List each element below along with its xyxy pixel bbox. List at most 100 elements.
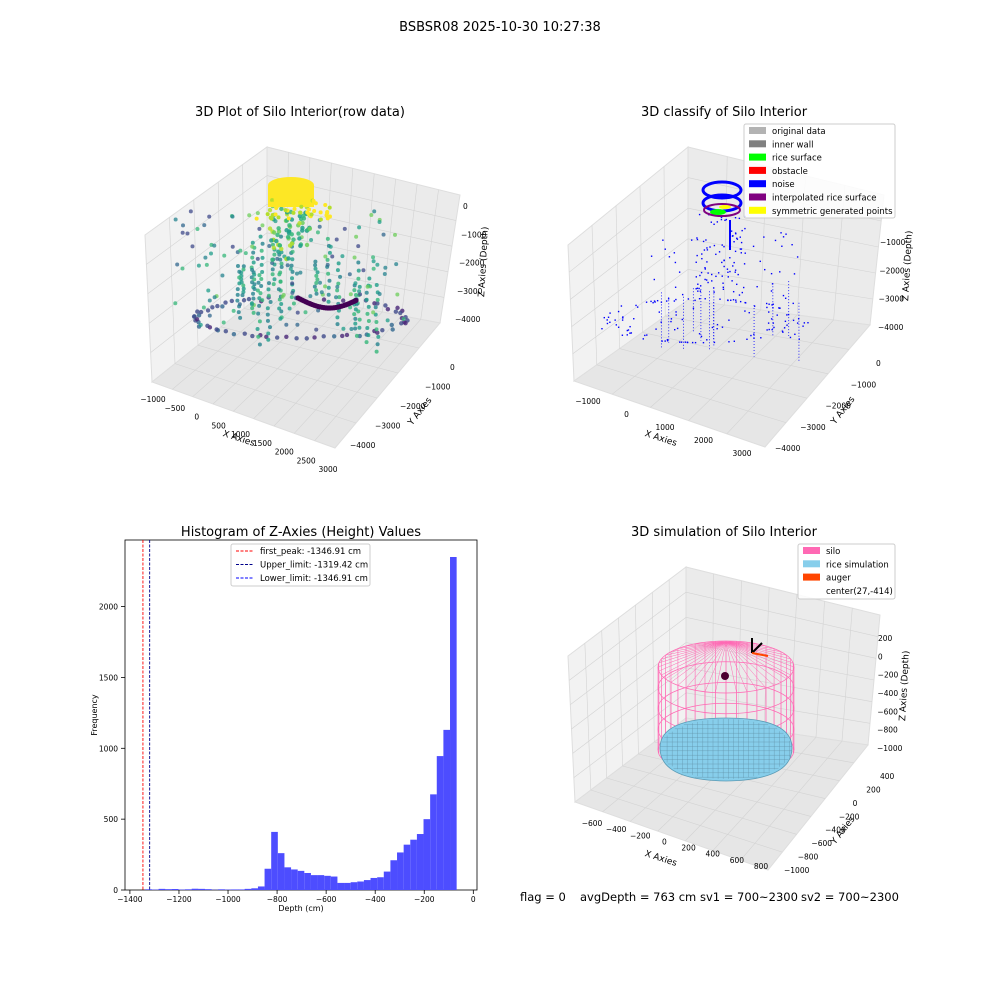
noise-point — [759, 260, 761, 263]
data-point — [251, 260, 256, 265]
tick-label: −3000 — [457, 287, 483, 296]
data-point — [353, 292, 358, 297]
data-point — [340, 254, 345, 259]
grid-line — [197, 344, 378, 399]
data-point — [313, 263, 318, 268]
data-point — [314, 273, 319, 278]
noise-point — [733, 241, 735, 243]
grid-line — [685, 692, 871, 724]
histogram-bar — [297, 870, 305, 890]
data-point — [257, 296, 262, 301]
data-point — [357, 284, 362, 289]
data-point — [288, 266, 293, 271]
noise-point — [738, 217, 741, 220]
tick-label: −2000 — [879, 266, 905, 275]
data-point — [324, 213, 329, 218]
data-point — [285, 263, 290, 268]
tick-label: −800 — [877, 726, 898, 735]
data-point — [356, 268, 361, 273]
tick-label: −1000 — [575, 397, 601, 406]
histogram-bar — [390, 860, 398, 890]
silo-roof-line — [658, 641, 727, 672]
data-point — [298, 243, 303, 249]
noise-point — [707, 272, 709, 274]
data-point — [327, 278, 332, 283]
data-point — [196, 263, 201, 268]
grid-line — [266, 203, 453, 247]
grid-line — [150, 261, 268, 353]
histogram-ylabel: Frequency — [90, 694, 99, 736]
noise-point — [786, 314, 788, 316]
histogram-y-ticks: 0 500 1000 1500 2000 — [99, 603, 125, 895]
noise-point — [609, 321, 611, 323]
data-point — [383, 265, 388, 270]
data-point — [256, 311, 261, 316]
noise-point — [635, 304, 637, 307]
data-point — [290, 276, 295, 281]
legend-swatch — [803, 547, 820, 554]
noise-point — [696, 238, 699, 241]
data-point — [289, 232, 294, 237]
data-point — [335, 322, 340, 327]
silo-roof-line — [685, 641, 727, 689]
data-point — [274, 238, 279, 244]
data-point — [255, 211, 260, 216]
data-point — [336, 261, 341, 266]
legend-label: inner wall — [772, 140, 813, 150]
data-point — [340, 333, 345, 339]
noise-point — [629, 325, 631, 328]
data-point — [337, 295, 342, 300]
grid-line — [572, 667, 687, 754]
inner-wall-ring — [701, 180, 743, 200]
data-point — [312, 335, 317, 340]
histogram-bar — [330, 876, 338, 890]
noise-point — [667, 298, 670, 300]
data-point — [315, 230, 320, 235]
noise-point — [656, 299, 659, 302]
data-point — [255, 256, 260, 261]
data-point — [271, 245, 277, 251]
data-point — [275, 256, 280, 261]
data-point — [318, 280, 323, 285]
noise-point — [675, 298, 677, 301]
noise-point — [710, 273, 713, 276]
tick-label: 200 — [878, 634, 893, 643]
tick-label: 400 — [706, 850, 721, 859]
data-point — [347, 272, 352, 277]
panel-raw-ylabel: Y Axies — [406, 396, 435, 429]
data-point — [318, 217, 323, 222]
data-point — [271, 230, 277, 235]
data-point — [212, 243, 217, 248]
data-point — [281, 200, 286, 205]
data-point — [380, 328, 385, 333]
data-point — [279, 301, 284, 306]
data-point — [269, 238, 274, 243]
data-point — [307, 207, 312, 212]
noise-point — [696, 287, 699, 289]
noise-point — [768, 311, 770, 313]
noise-point — [807, 322, 809, 324]
noise-point — [792, 319, 795, 322]
tick-label: −600 — [582, 819, 603, 828]
noise-point — [706, 247, 708, 249]
grid-line — [650, 309, 761, 408]
noise-point — [728, 341, 730, 343]
data-point — [313, 266, 318, 271]
noise-point — [621, 319, 624, 321]
noise-point — [698, 287, 700, 290]
noise-point — [711, 280, 713, 282]
tick-label: −1000 — [140, 395, 166, 404]
noise-point — [626, 329, 629, 332]
noise-point — [737, 273, 739, 276]
noise-point — [725, 218, 728, 221]
panel-classify-3d: 3D classify of Silo Interior −1000 0 1000 2… — [567, 105, 915, 458]
data-point — [314, 281, 319, 286]
data-point — [237, 281, 242, 286]
data-point — [377, 219, 382, 224]
noise-point — [729, 270, 731, 273]
noise-point — [629, 332, 631, 334]
data-point — [266, 293, 271, 298]
data-point — [369, 212, 374, 217]
legend-swatch — [749, 206, 766, 214]
noise-point — [753, 305, 756, 307]
